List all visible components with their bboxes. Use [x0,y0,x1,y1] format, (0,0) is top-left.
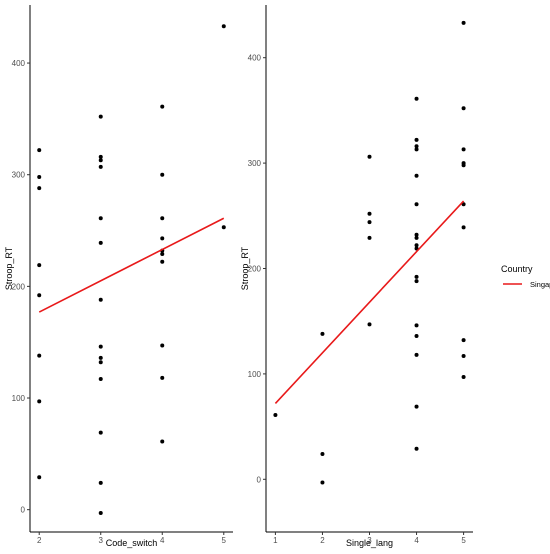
data-point [37,399,42,404]
data-point [98,114,103,119]
data-point [320,480,325,485]
data-point [160,236,165,241]
data-point [414,323,419,328]
data-point [160,251,165,256]
data-point [37,186,42,191]
data-point [461,147,466,152]
x-tick-label: 5 [461,536,466,545]
data-point [98,430,103,435]
data-point [414,137,419,142]
data-point [98,355,103,360]
y-tick-label: 0 [21,506,26,515]
data-point [414,274,419,279]
right-panel: 0 100 200 300 400 1 2 3 4 5 Single_lang Stroop_RT [240,5,473,548]
data-point [414,232,419,237]
legend-label: Singapore [530,280,550,289]
y-axis-title: Stroop_RT [4,246,14,290]
data-point [367,322,372,327]
y-tick-label: 400 [12,59,26,68]
y-tick-label: 300 [248,159,262,168]
y-tick-label: 400 [248,54,262,63]
data-point [221,225,226,230]
data-point [98,164,103,169]
data-point [461,20,466,25]
data-point [461,338,466,343]
data-point [367,211,372,216]
data-point [98,158,103,163]
data-point [461,375,466,380]
data-point [367,220,372,225]
x-axis-title: Single_lang [346,538,393,548]
data-point [367,154,372,159]
x-tick-label: 2 [37,536,42,545]
data-point [160,104,165,109]
data-point [320,331,325,336]
data-point [461,163,466,168]
data-point [98,360,103,365]
data-point [37,353,42,358]
data-point [98,297,103,302]
data-point [160,343,165,348]
data-point [414,333,419,338]
data-point [414,147,419,152]
data-point [461,225,466,230]
regression-line [274,200,465,404]
data-point [98,154,103,159]
data-point [367,235,372,240]
data-point [414,404,419,409]
data-point [37,148,42,153]
legend-title: Country [501,264,533,274]
data-point [98,511,103,516]
data-point [98,480,103,485]
x-tick-label: 4 [414,536,419,545]
y-axis-title: Stroop_RT [240,246,250,290]
data-point [160,439,165,444]
y-tick-label: 0 [257,475,262,484]
data-point [414,144,419,149]
x-tick-label: 2 [320,536,325,545]
left-panel: 0 100 200 300 400 2 3 4 5 Code_switch Stroop_RT [4,5,233,548]
data-point [37,174,42,179]
data-point [160,259,165,264]
y-tick-label: 100 [248,370,262,379]
y-tick-label: 100 [12,394,26,403]
data-point [414,173,419,178]
data-point [221,24,226,29]
x-tick-label: 1 [273,536,278,545]
data-point [98,377,103,382]
data-point [414,96,419,101]
data-point [414,279,419,284]
data-point [37,263,42,268]
data-point [414,352,419,357]
y-tick-label: 200 [248,265,262,274]
data-point [461,353,466,358]
data-point [414,446,419,451]
data-point [98,216,103,221]
data-point [160,375,165,380]
data-point [160,172,165,177]
data-point [37,293,42,298]
data-point [320,452,325,457]
data-point [98,344,103,349]
x-tick-label: 5 [222,536,227,545]
data-point [37,475,42,480]
y-tick-label: 300 [12,171,26,180]
y-tick-label: 200 [12,282,26,291]
regression-line [38,217,225,313]
data-point [461,106,466,111]
data-point [273,413,278,418]
legend: Country Singapore [501,264,550,289]
x-tick-label: 3 [367,536,372,545]
data-point [98,240,103,245]
data-point [414,243,419,248]
data-point [414,202,419,207]
x-tick-label: 3 [99,536,104,545]
x-axis-title: Code_switch [106,538,158,548]
data-point [160,216,165,221]
data-point [414,235,419,240]
x-tick-label: 4 [160,536,165,545]
